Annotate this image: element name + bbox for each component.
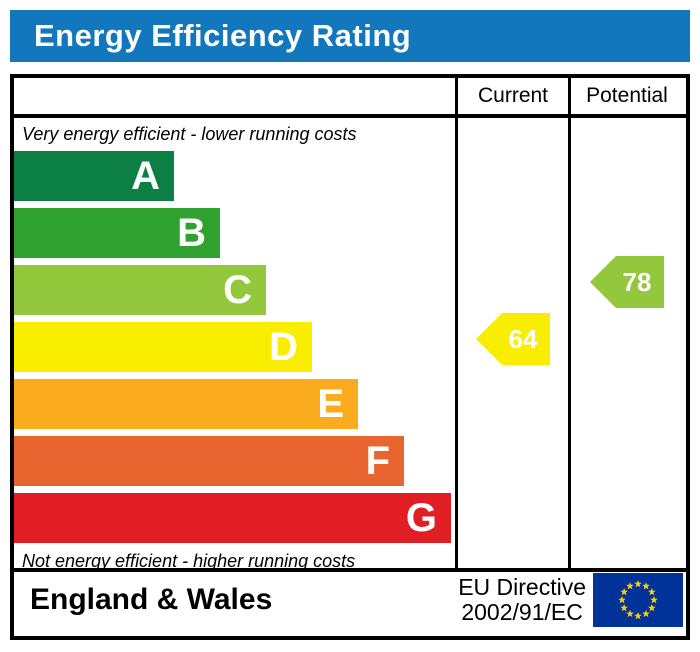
- eu-directive-label: EU Directive 2002/91/EC: [458, 573, 586, 626]
- eu-directive-block: EU Directive 2002/91/EC: [458, 573, 686, 627]
- table-body-row: Very energy efficient - lower running co…: [14, 118, 686, 572]
- region-label: England & Wales: [30, 583, 273, 616]
- eu-flag-icon: [593, 573, 683, 627]
- band-row: D: [14, 322, 455, 372]
- band-e: E: [14, 379, 358, 429]
- band-f: F: [14, 436, 404, 486]
- table-footer-row: England & Wales EU Directive 2002/91/EC: [14, 572, 686, 628]
- epc-table: Current Potential Very energy efficient …: [10, 74, 690, 640]
- band-b: B: [14, 208, 220, 258]
- bands-header-cell: [14, 78, 455, 114]
- table-header-row: Current Potential: [14, 78, 686, 118]
- current-rating-value: 64: [508, 323, 538, 354]
- band-d: D: [14, 322, 312, 372]
- band-row: B: [14, 208, 455, 258]
- eu-directive-line2: 2002/91/EC: [461, 599, 583, 625]
- potential-rating-value: 78: [622, 266, 652, 297]
- column-header-current: Current: [455, 78, 568, 114]
- caption-bottom: Not energy efficient - higher running co…: [22, 550, 356, 571]
- band-c: C: [14, 265, 266, 315]
- current-column: 64: [455, 118, 568, 568]
- band-row: G: [14, 493, 455, 543]
- band-a: A: [14, 151, 174, 201]
- band-row: A: [14, 151, 455, 201]
- potential-column: 78: [568, 118, 683, 568]
- column-header-potential: Potential: [568, 78, 683, 114]
- rating-bands-area: Very energy efficient - lower running co…: [14, 118, 455, 571]
- band-row: C: [14, 265, 455, 315]
- potential-rating-arrow: 78: [590, 256, 664, 308]
- page-title: Energy Efficiency Rating: [10, 10, 690, 62]
- eu-directive-line1: EU Directive: [458, 573, 586, 600]
- current-rating-arrow: 64: [476, 313, 550, 365]
- caption-top: Very energy efficient - lower running co…: [22, 124, 357, 144]
- band-row: F: [14, 436, 455, 486]
- band-row: E: [14, 379, 455, 429]
- band-g: G: [14, 493, 451, 543]
